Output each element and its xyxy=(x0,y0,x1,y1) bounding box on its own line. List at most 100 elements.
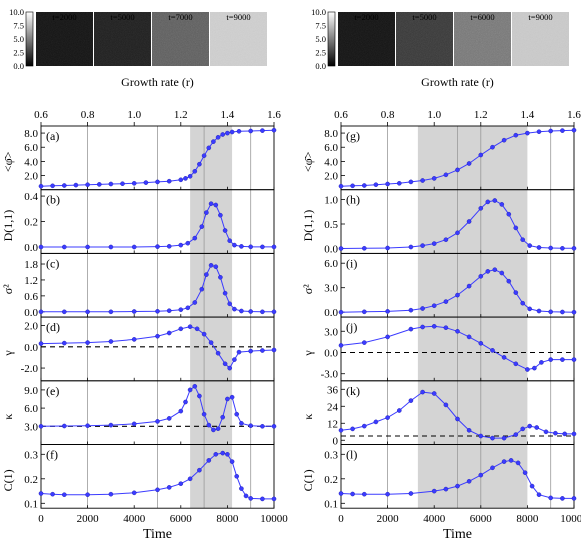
panel-label: (g) xyxy=(346,129,360,143)
data-point xyxy=(420,306,425,311)
data-point xyxy=(408,326,414,332)
data-point xyxy=(197,467,202,473)
data-point xyxy=(192,300,198,305)
y-tick-label: 6.0 xyxy=(24,142,38,154)
data-point xyxy=(239,420,244,426)
data-point xyxy=(155,333,160,339)
data-point xyxy=(248,423,253,429)
y-tick-label: 6.0 xyxy=(24,403,38,415)
data-point xyxy=(408,307,414,313)
y-tick-label: 0.0 xyxy=(24,307,38,319)
data-point xyxy=(543,429,549,435)
data-point xyxy=(201,153,207,158)
top-axis-title: Growth rate (r) xyxy=(421,75,494,89)
data-point xyxy=(166,416,172,421)
data-point xyxy=(73,182,79,188)
data-point xyxy=(62,309,67,315)
y-tick-label: -2.0 xyxy=(21,363,39,375)
snapshot-time-label: t=5000 xyxy=(412,12,436,22)
data-point xyxy=(562,431,568,437)
data-point xyxy=(525,367,530,372)
data-point xyxy=(178,326,184,332)
data-point xyxy=(443,486,449,492)
data-point xyxy=(131,490,137,496)
data-point xyxy=(204,272,209,277)
data-point xyxy=(108,491,114,497)
snapshot-time-label: t=9000 xyxy=(226,12,250,22)
snapshot-time-label: t=5000 xyxy=(110,12,134,22)
data-point xyxy=(199,224,205,229)
x-tick-label: 0 xyxy=(338,513,344,525)
data-point xyxy=(350,426,355,432)
data-point xyxy=(38,491,44,496)
snapshot-time-label: t=6000 xyxy=(470,12,494,22)
data-point xyxy=(131,421,137,427)
data-point xyxy=(271,423,277,429)
y-tick-label: 3.0 xyxy=(324,326,338,338)
snapshot-noise xyxy=(94,12,151,66)
data-point xyxy=(85,244,90,250)
x-axis-title: Time xyxy=(143,527,172,542)
data-point xyxy=(166,243,172,249)
y-tick-label: 0.1 xyxy=(324,498,338,510)
snapshot-noise xyxy=(36,12,93,66)
data-point xyxy=(361,340,367,345)
data-point xyxy=(187,387,193,393)
data-point xyxy=(229,459,235,464)
data-point xyxy=(208,340,214,345)
data-point xyxy=(501,435,507,441)
y-axis-label: σ² xyxy=(301,284,315,294)
data-point xyxy=(239,308,244,314)
data-point xyxy=(271,347,277,353)
y-tick-label: 8.0 xyxy=(24,128,38,140)
data-point xyxy=(455,230,460,236)
colorbar xyxy=(327,11,336,67)
y-tick-label: 24 xyxy=(327,401,339,413)
data-point xyxy=(248,244,253,250)
data-point xyxy=(38,341,44,346)
y-tick-label: 3.0 xyxy=(24,421,38,433)
y-tick-label: 2.0 xyxy=(24,171,38,183)
data-point xyxy=(199,286,205,292)
data-point xyxy=(431,323,437,329)
data-point xyxy=(571,496,577,501)
data-point xyxy=(420,324,425,330)
data-point xyxy=(220,450,225,456)
data-point xyxy=(62,492,67,498)
data-point xyxy=(408,179,414,185)
data-point xyxy=(548,495,554,501)
colorbar-tick-label: 5.0 xyxy=(315,34,326,44)
data-point xyxy=(62,423,67,429)
data-point xyxy=(229,394,235,400)
data-point xyxy=(431,303,437,309)
data-point xyxy=(271,127,277,133)
data-point xyxy=(571,431,577,437)
data-point xyxy=(260,496,265,502)
data-point xyxy=(553,430,558,436)
panel-label: (j) xyxy=(346,320,357,334)
x-tick-label: 0 xyxy=(38,513,44,525)
data-point xyxy=(466,478,472,484)
data-point xyxy=(208,262,214,268)
data-point xyxy=(232,306,237,312)
data-point xyxy=(187,173,193,179)
data-point xyxy=(478,205,484,211)
y-tick-label: 0.0 xyxy=(24,342,38,354)
colorbar-tick-label: 2.5 xyxy=(315,48,326,58)
data-point xyxy=(501,137,507,143)
data-point xyxy=(234,411,239,417)
x-tick-label: 10000 xyxy=(260,513,288,525)
data-point xyxy=(408,398,414,403)
data-point xyxy=(185,240,191,246)
data-point xyxy=(443,299,449,304)
data-point xyxy=(443,325,449,331)
data-point xyxy=(560,128,565,133)
data-point xyxy=(85,309,90,315)
y-tick-label: -3.0 xyxy=(321,369,339,381)
data-point xyxy=(204,210,209,215)
panel-frame xyxy=(340,444,575,509)
data-point xyxy=(201,411,207,417)
y-tick-label: 0.0 xyxy=(24,242,38,254)
colorbar-tick-label: 0.0 xyxy=(13,61,24,71)
data-point xyxy=(178,408,184,414)
